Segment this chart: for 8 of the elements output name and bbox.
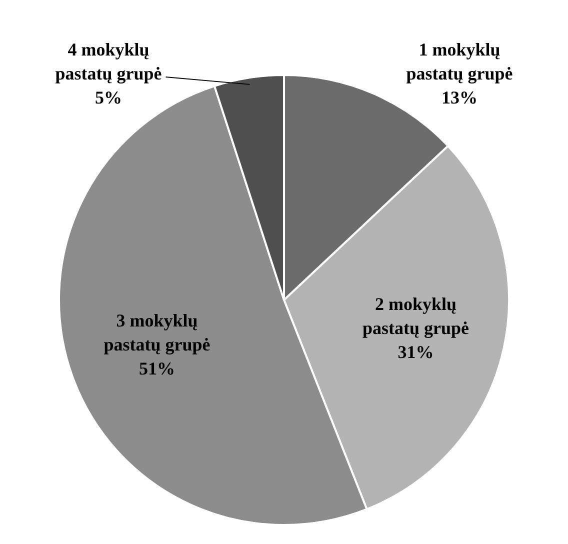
slice-label: 1 mokyklų pastatų grupė [406,40,513,84]
slice-label: 3 mokyklų pastatų grupė [104,310,210,354]
slice-label: 2 mokyklų pastatų grupė [362,294,470,338]
data-label: 5% [95,88,122,108]
data-label: 13% [442,88,478,108]
slice-label: 4 mokyklų pastatų grupė [55,40,162,84]
data-label: 51% [138,358,175,378]
data-label: 31% [398,342,434,362]
